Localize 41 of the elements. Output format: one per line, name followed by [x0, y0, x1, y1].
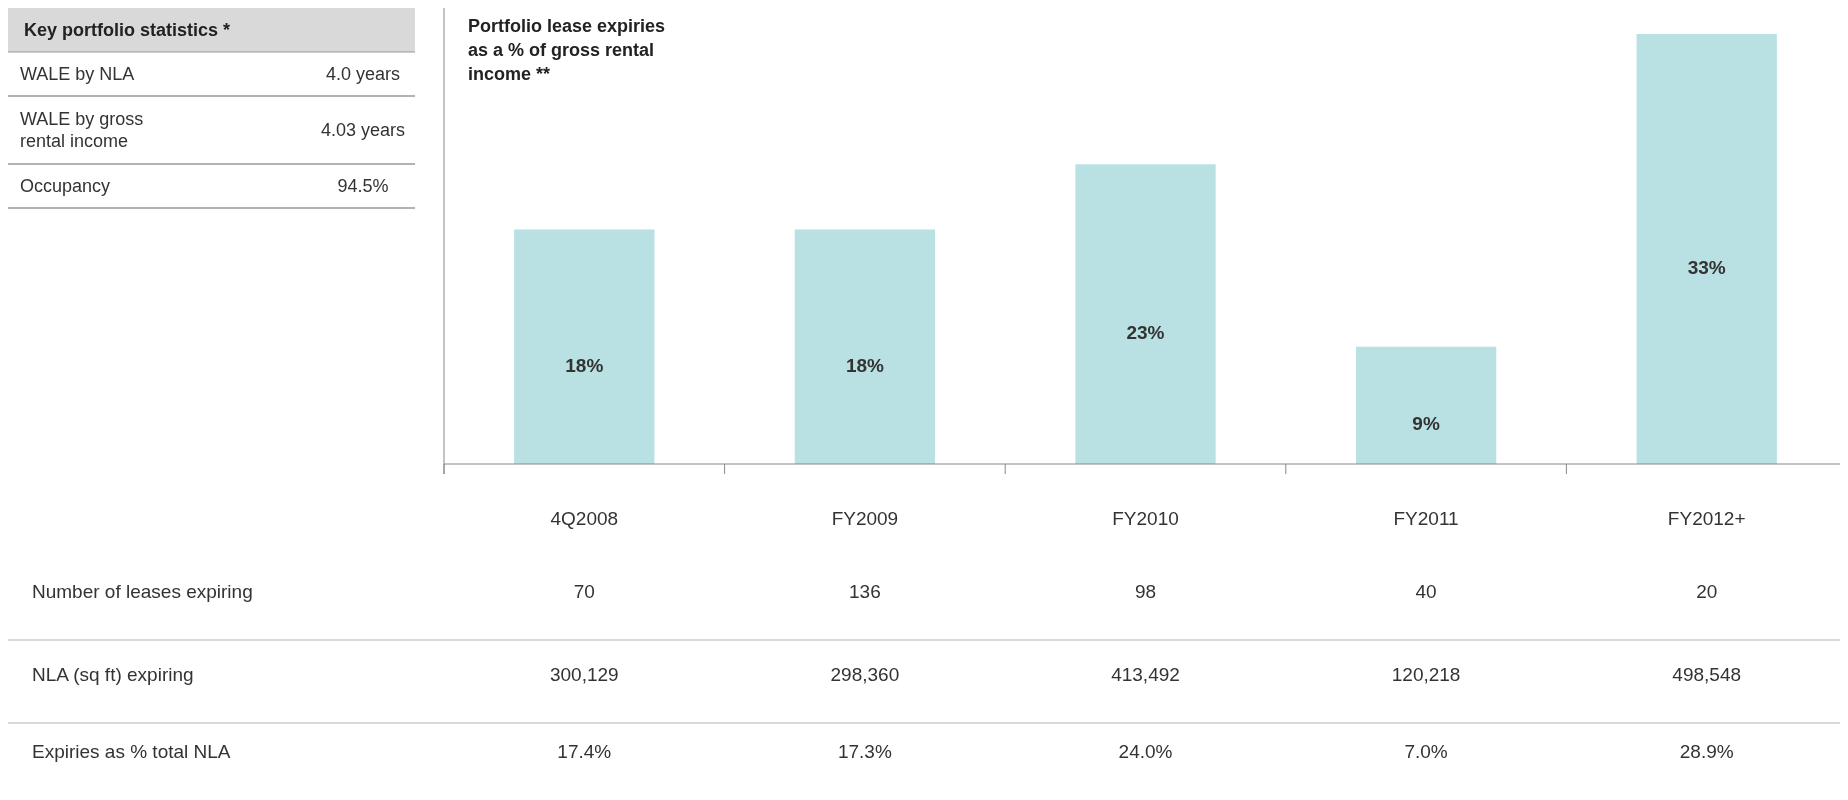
- data-label: 18%: [565, 354, 604, 376]
- text: 17.4%: [557, 741, 612, 762]
- text: 413,492: [1111, 664, 1180, 685]
- data-label: 18%: [845, 354, 885, 376]
- bar: [1075, 164, 1216, 464]
- text: 7.0%: [1404, 741, 1448, 762]
- x-tick-label: FY2009: [831, 508, 899, 529]
- data-label: 33%: [1687, 257, 1726, 278]
- bar: [794, 229, 936, 464]
- x-tick-label: FY2011: [1393, 508, 1459, 529]
- text: Expiries as % total NLA: [32, 741, 231, 762]
- text: 4.03 years: [320, 120, 406, 140]
- text: 98: [1134, 581, 1157, 602]
- text: 17.3%: [837, 741, 892, 762]
- x-tick-label: FY2012+: [1667, 508, 1746, 529]
- x-tick-label: 4Q2008: [550, 508, 619, 529]
- text: Key portfolio statistics *: [24, 20, 231, 40]
- text: 298,360: [830, 664, 900, 685]
- bar: [1636, 34, 1777, 464]
- category-label: Occupancy: [20, 176, 111, 196]
- text: 94.5%: [337, 176, 389, 196]
- category-label: WALE by NLA: [20, 64, 135, 84]
- text: Number of leases expiring: [32, 581, 253, 602]
- text: 24.0%: [1118, 741, 1173, 762]
- text: 300,129: [549, 664, 619, 685]
- bar: [514, 229, 655, 464]
- text: 70: [573, 581, 595, 602]
- text: 498,548: [1672, 664, 1742, 685]
- data-label: 23%: [1126, 322, 1165, 344]
- text: 4.0 years: [325, 64, 401, 84]
- x-tick-label: FY2010: [1112, 508, 1179, 529]
- text: 28.9%: [1679, 741, 1734, 762]
- category-label: WALE by gross rental income: [20, 109, 144, 151]
- bar: [1355, 346, 1497, 464]
- text: NLA (sq ft) expiring: [32, 664, 194, 685]
- text: 20: [1696, 581, 1718, 602]
- text: 136: [849, 581, 881, 602]
- text: 120,218: [1391, 664, 1461, 685]
- data-label: 9%: [1412, 413, 1440, 435]
- chart-title: Portfolio lease expiries as a % of gross rental income **: [468, 16, 666, 84]
- text: 40: [1415, 581, 1437, 602]
